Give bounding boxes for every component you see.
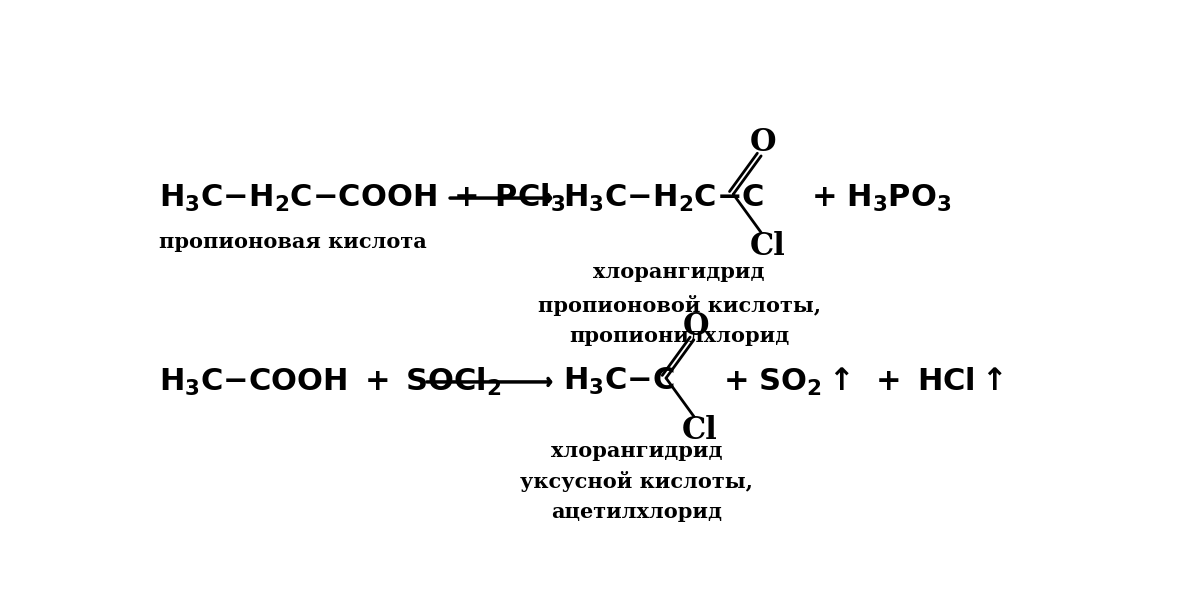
Text: $\mathbf{H_3C{-}H_2C{-}COOH}$$\mathbf{\ +\ PCl_3}$: $\mathbf{H_3C{-}H_2C{-}COOH}$$\mathbf{\ … bbox=[159, 182, 565, 214]
Text: O: O bbox=[751, 127, 777, 158]
Text: пропионовая кислота: пропионовая кислота bbox=[159, 232, 426, 252]
Text: O: O bbox=[683, 310, 710, 341]
Text: $\mathbf{+\ SO_2}$$\mathbf{\uparrow\ +\ HCl\uparrow}$: $\mathbf{+\ SO_2}$$\mathbf{\uparrow\ +\ … bbox=[723, 366, 1003, 398]
Text: пропионовой кислоты,: пропионовой кислоты, bbox=[537, 295, 821, 316]
Text: Cl: Cl bbox=[749, 231, 785, 262]
Text: Cl: Cl bbox=[682, 415, 718, 446]
Text: пропионилхлорид: пропионилхлорид bbox=[569, 326, 789, 346]
Text: хлорангидрид: хлорангидрид bbox=[594, 262, 765, 282]
Text: $\mathbf{H_3C{-}C}$: $\mathbf{H_3C{-}C}$ bbox=[564, 367, 675, 398]
Text: $\mathbf{H_3C{-}COOH\ +\ SOCl_2}$: $\mathbf{H_3C{-}COOH\ +\ SOCl_2}$ bbox=[159, 366, 502, 398]
Text: уксусной кислоты,: уксусной кислоты, bbox=[521, 471, 753, 492]
Text: хлорангидрид: хлорангидрид bbox=[551, 441, 723, 461]
Text: ацетилхлорид: ацетилхлорид bbox=[551, 502, 722, 522]
Text: $\mathbf{H_3C{-}H_2C{-}C}$: $\mathbf{H_3C{-}H_2C{-}C}$ bbox=[564, 183, 765, 214]
Text: $\mathbf{+\ H_3PO_3}$: $\mathbf{+\ H_3PO_3}$ bbox=[810, 183, 952, 214]
